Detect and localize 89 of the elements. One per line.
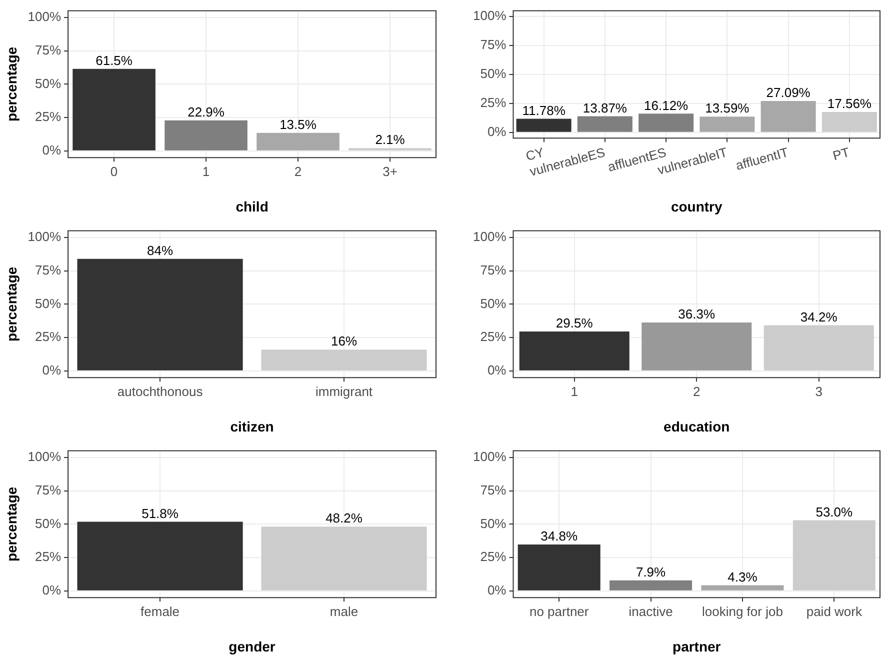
data-label: 16%: [330, 334, 358, 349]
data-label: 51.8%: [142, 506, 179, 521]
y-tick-label: 75%: [35, 262, 62, 278]
y-tick-label: 0%: [42, 362, 62, 378]
y-tick-label: 75%: [35, 42, 62, 58]
x-axis-title: gender: [228, 638, 276, 654]
data-label: 48.2%: [326, 510, 363, 526]
x-tick-label: 2: [693, 384, 700, 399]
data-label: 11.78%: [522, 102, 566, 118]
data-label: 34.2%: [800, 309, 838, 324]
y-tick-label: 50%: [35, 516, 62, 531]
data-label: 53.0%: [816, 504, 854, 520]
data-label: 13.5%: [280, 116, 317, 132]
y-tick-label: 50%: [35, 76, 62, 91]
x-tick-label: male: [330, 604, 358, 619]
y-tick-label: 0%: [42, 142, 62, 158]
x-tick-label: 2: [294, 164, 302, 179]
y-tick-label: 0%: [487, 582, 507, 598]
y-axis-title: percentage: [3, 486, 20, 562]
data-label: 2.1%: [375, 132, 406, 148]
bar: [700, 116, 755, 132]
y-tick-label: 100%: [473, 229, 507, 244]
y-tick-label: 25%: [480, 329, 507, 344]
y-tick-label: 25%: [480, 94, 507, 110]
y-tick-label: 25%: [35, 329, 62, 344]
y-tick-label: 50%: [480, 516, 507, 531]
data-label: 22.9%: [188, 104, 225, 120]
y-tick-label: 100%: [28, 9, 62, 24]
x-tick-label: no partner: [529, 604, 590, 619]
bar: [164, 120, 248, 150]
y-tick-label: 0%: [487, 124, 507, 139]
x-axis-title: country: [670, 198, 723, 214]
bar: [760, 100, 816, 132]
x-tick-label: 1: [202, 164, 210, 179]
data-label: 13.59%: [705, 100, 750, 116]
data-label: 27.09%: [766, 85, 811, 100]
y-tick-label: 0%: [487, 362, 507, 378]
data-label: 84%: [147, 242, 174, 258]
x-tick-label: looking for job: [702, 604, 783, 619]
y-axis-title: percentage: [3, 46, 20, 122]
bar: [72, 68, 156, 150]
x-axis-title: partner: [672, 638, 722, 654]
y-tick-label: 100%: [28, 229, 62, 244]
data-label: 16.12%: [644, 98, 689, 113]
x-tick-label: autochthonous: [117, 384, 204, 399]
y-tick-label: 50%: [35, 296, 62, 311]
x-tick-label: inactive: [628, 604, 673, 619]
x-tick-label: 3: [815, 384, 822, 399]
bar: [701, 585, 784, 590]
data-label: 36.3%: [678, 306, 716, 322]
data-label: 29.5%: [556, 316, 594, 331]
y-tick-label: 25%: [480, 549, 507, 564]
bar: [792, 520, 876, 590]
data-label: 13.87%: [582, 100, 628, 116]
bar: [516, 118, 572, 132]
y-tick-label: 75%: [480, 262, 507, 278]
bar: [638, 114, 694, 132]
y-tick-label: 25%: [35, 109, 62, 124]
y-tick-label: 0%: [42, 582, 62, 598]
x-tick-label: 3+: [382, 164, 398, 179]
x-tick-label: 1: [570, 384, 578, 399]
y-tick-label: 50%: [480, 296, 507, 311]
x-tick-label: 0: [110, 164, 118, 179]
y-tick-label: 50%: [480, 66, 507, 82]
bar: [256, 132, 340, 150]
bar: [577, 116, 632, 132]
bar: [822, 112, 877, 132]
y-tick-label: 75%: [35, 482, 62, 498]
y-tick-label: 100%: [473, 449, 507, 464]
x-axis-title: citizen: [230, 418, 274, 434]
y-tick-label: 75%: [480, 482, 507, 498]
x-tick-label: paid work: [806, 604, 862, 619]
x-tick-label: immigrant: [315, 384, 373, 399]
y-tick-label: 100%: [28, 449, 62, 464]
y-tick-label: 25%: [35, 549, 62, 564]
x-tick-label: female: [140, 604, 180, 619]
y-tick-label: 75%: [480, 37, 507, 52]
data-label: 17.56%: [827, 96, 872, 112]
bar: [610, 580, 692, 590]
x-axis-title: education: [664, 418, 730, 434]
x-tick-label: PT: [831, 144, 852, 164]
y-tick-label: 100%: [473, 8, 507, 24]
data-label: 7.9%: [636, 564, 666, 580]
x-axis-title: child: [236, 198, 268, 214]
data-label: 34.8%: [540, 528, 578, 544]
bar: [518, 544, 600, 590]
data-label: 4.3%: [728, 569, 758, 584]
y-axis-title: percentage: [3, 266, 20, 342]
data-label: 61.5%: [96, 52, 133, 68]
